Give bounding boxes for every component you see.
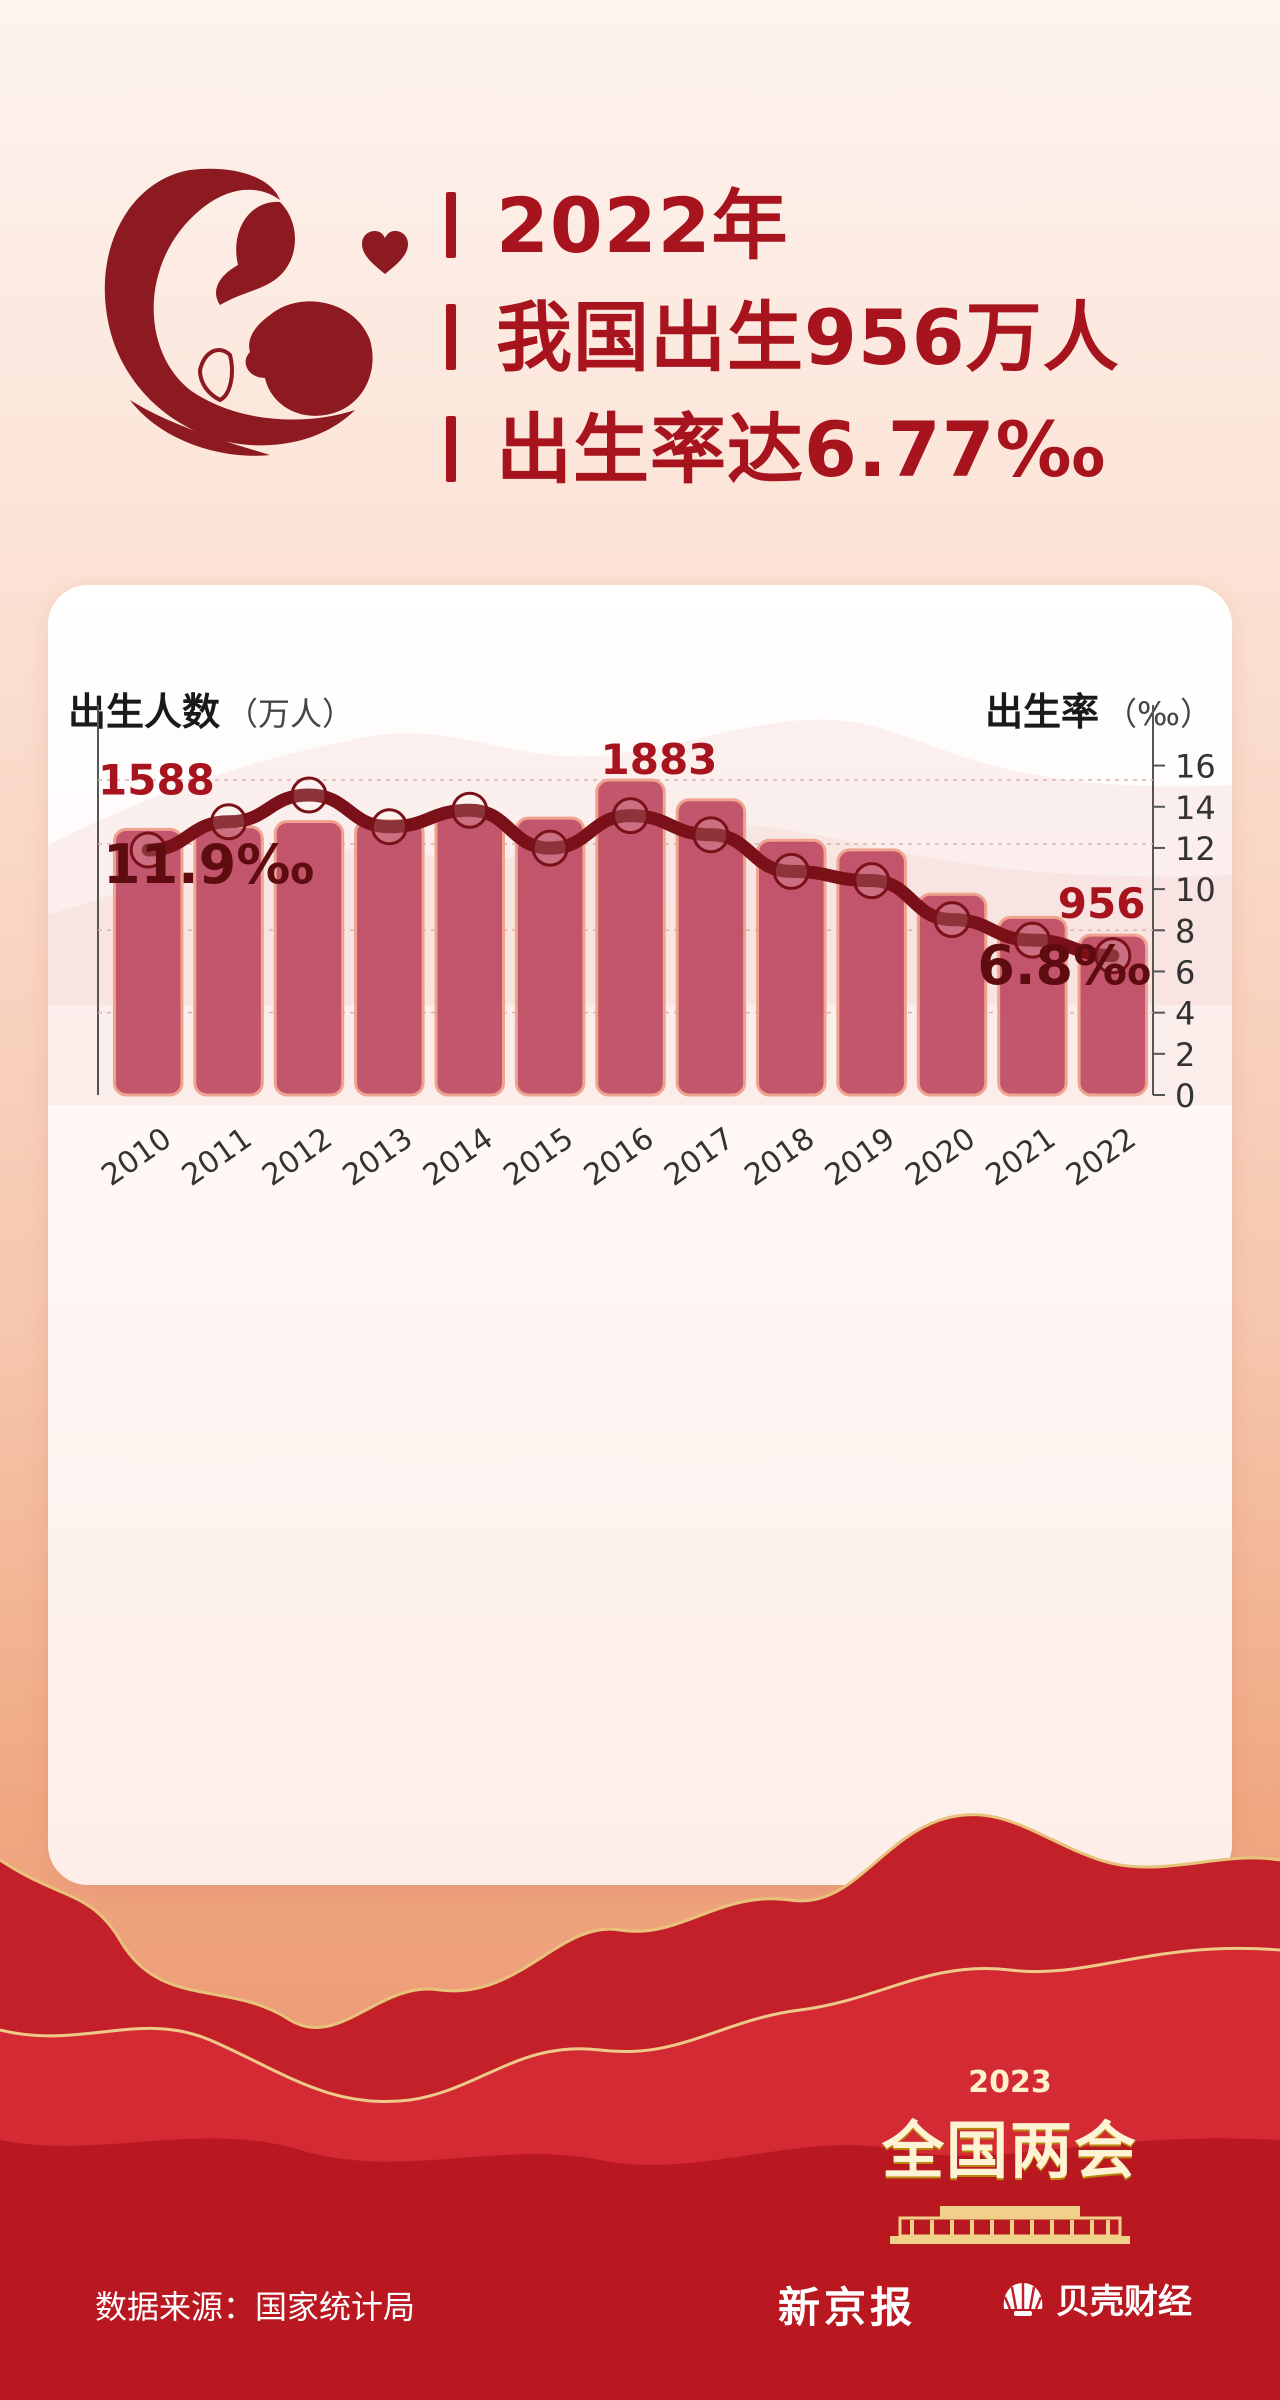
bar-2015 bbox=[514, 816, 586, 1097]
bar-2014 bbox=[434, 811, 505, 1097]
red-mountains-decoration bbox=[0, 1813, 1280, 2400]
rate-point-2020 bbox=[933, 901, 971, 939]
x-tick-label: 2020 bbox=[899, 1121, 982, 1193]
data-source: 数据来源：国家统计局 bbox=[95, 2288, 416, 2326]
headline-line-3: 出生率达6.77‰ bbox=[440, 394, 1120, 506]
birth-chart: 0246810121416201020112012201320142015201… bbox=[95, 705, 1216, 1193]
bar-2012 bbox=[273, 819, 345, 1097]
x-tick-label: 2012 bbox=[256, 1121, 339, 1193]
bar-2017 bbox=[675, 798, 747, 1097]
headline: 2022年 我国出生956万人 出生率达6.77‰ bbox=[440, 170, 1120, 506]
right-axis-title: 出生率 （‰） bbox=[985, 690, 1212, 734]
x-tick-label: 2011 bbox=[176, 1121, 259, 1193]
shell-logo-icon bbox=[1003, 2282, 1043, 2316]
right-tick-label: 8 bbox=[1175, 912, 1195, 950]
x-tick-label: 2017 bbox=[658, 1121, 741, 1193]
right-tick-label: 6 bbox=[1175, 953, 1195, 991]
right-tick-label: 2 bbox=[1175, 1036, 1195, 1074]
x-tick-label: 2018 bbox=[739, 1121, 822, 1193]
rate-point-2016 bbox=[612, 797, 649, 835]
great-hall-icon bbox=[890, 2206, 1130, 2244]
rate-point-2022 bbox=[1094, 937, 1132, 975]
x-tick-label: 2013 bbox=[337, 1121, 420, 1193]
x-tick-label: 2014 bbox=[417, 1121, 500, 1193]
annotation-rate-2010: 11.9‰ bbox=[103, 833, 314, 896]
chart-card: 出生人数 （万人） 出生率 （‰） 0 2 4 6 8 10 12 14 16 2010 2011 201… bbox=[48, 585, 1232, 1885]
bar-2019 bbox=[836, 848, 907, 1097]
bar-2020 bbox=[916, 892, 988, 1097]
rate-point-2010 bbox=[129, 831, 167, 869]
left-axis-title: 出生人数 （万人） bbox=[68, 690, 355, 734]
annotation-1883: 1883 bbox=[601, 735, 718, 784]
x-tick-label: 2021 bbox=[980, 1121, 1063, 1193]
right-tick-label: 14 bbox=[1175, 789, 1216, 827]
x-tick-label: 2015 bbox=[497, 1121, 580, 1193]
rate-point-2014 bbox=[451, 791, 489, 829]
bar-2022 bbox=[1077, 933, 1149, 1097]
annotation-1588: 1588 bbox=[98, 755, 215, 804]
right-tick-label: 4 bbox=[1175, 995, 1195, 1033]
rate-point-2018 bbox=[772, 852, 810, 890]
rate-point-2011 bbox=[210, 803, 248, 841]
right-tick-label: 10 bbox=[1175, 871, 1216, 909]
headline-line-2: 我国出生956万人 bbox=[440, 282, 1120, 394]
right-tick-label: 16 bbox=[1175, 748, 1216, 786]
left-axis-unit: （万人） bbox=[226, 695, 355, 733]
event-year: 2023 bbox=[968, 2065, 1052, 2100]
brand-beike-label: 贝壳财经 bbox=[1056, 2282, 1192, 2322]
brand-xinjingbao: 新京报 bbox=[778, 2283, 917, 2332]
right-tick-label: 0 bbox=[1175, 1077, 1195, 1115]
event-logo: 2023 全国两会 bbox=[845, 2065, 1175, 2246]
rate-point-2015 bbox=[531, 829, 569, 867]
rate-point-2017 bbox=[692, 816, 730, 854]
x-tick-label: 2010 bbox=[95, 1121, 178, 1193]
right-axis-unit: （‰） bbox=[1105, 695, 1212, 733]
bar-2021 bbox=[997, 915, 1068, 1097]
event-name: 全国两会 bbox=[881, 2114, 1138, 2187]
birth-rate-line bbox=[141, 788, 1120, 963]
x-tick-label: 2022 bbox=[1060, 1121, 1143, 1193]
bar-2016 bbox=[595, 778, 666, 1097]
rate-point-2019 bbox=[853, 862, 891, 900]
bar-2018 bbox=[756, 838, 827, 1097]
annotation-956: 956 bbox=[1058, 879, 1146, 928]
x-tick-label: 2016 bbox=[578, 1121, 661, 1193]
right-tick-label: 12 bbox=[1175, 830, 1216, 868]
headline-line-1: 2022年 bbox=[440, 170, 1120, 282]
x-tick-label: 2019 bbox=[819, 1121, 902, 1193]
bar-2010 bbox=[112, 827, 184, 1097]
heart-icon bbox=[362, 231, 408, 274]
annotation-rate-2022: 6.8‰ bbox=[977, 934, 1150, 997]
bar-2013 bbox=[354, 819, 425, 1097]
rate-point-2013 bbox=[370, 808, 408, 846]
brand-beike: 贝壳财经 bbox=[1000, 2274, 1192, 2323]
rate-point-2012 bbox=[290, 776, 328, 814]
rate-point-2021 bbox=[1013, 921, 1051, 959]
mother-baby-icon bbox=[104, 168, 373, 456]
